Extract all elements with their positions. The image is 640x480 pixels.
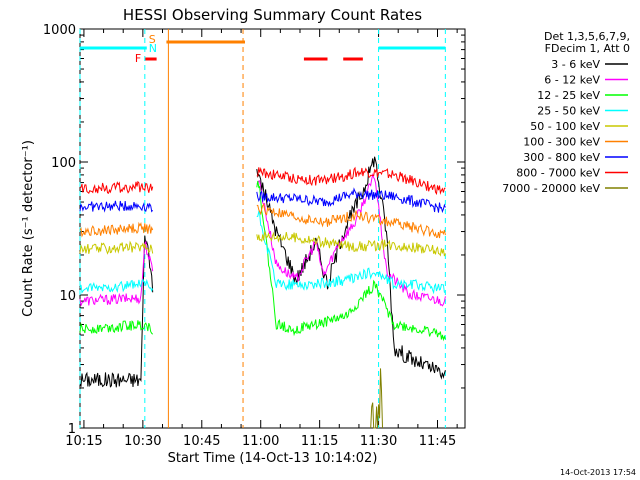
y-tick-label: 1 bbox=[68, 422, 76, 437]
series-line bbox=[79, 173, 446, 307]
series-line bbox=[79, 209, 446, 295]
legend-header: Det 1,3,5,6,7,9, bbox=[544, 30, 630, 43]
x-tick-label: 11:45 bbox=[419, 434, 456, 449]
legend-label: 3 - 6 keV bbox=[551, 58, 600, 71]
plot-frame bbox=[79, 28, 466, 429]
chart-title: HESSI Observing Summary Count Rates bbox=[123, 6, 422, 24]
series-line bbox=[370, 368, 383, 429]
legend-label: 7000 - 20000 keV bbox=[502, 182, 600, 195]
night-flag-label: N bbox=[149, 42, 157, 55]
legend-label: 300 - 800 keV bbox=[523, 151, 600, 164]
series-line bbox=[79, 156, 446, 388]
flare-flag-label: F bbox=[135, 52, 141, 65]
x-tick-label: 11:00 bbox=[242, 434, 279, 449]
legend-label: 12 - 25 keV bbox=[537, 89, 600, 102]
series-line bbox=[79, 203, 446, 239]
x-tick-label: 11:15 bbox=[301, 434, 338, 449]
x-axis-label: Start Time (14-Oct-13 10:14:02) bbox=[168, 451, 378, 466]
footer-timestamp: 14-Oct-2013 17:54 bbox=[560, 468, 636, 477]
series-line bbox=[79, 230, 446, 257]
series-line bbox=[79, 180, 446, 342]
y-tick-label: 10 bbox=[59, 289, 76, 304]
x-tick-label: 10:30 bbox=[124, 434, 161, 449]
y-axis-label: Count Rate (s⁻¹ detector⁻¹) bbox=[21, 140, 36, 317]
legend-label: 25 - 50 keV bbox=[537, 105, 600, 118]
series-line bbox=[79, 187, 446, 214]
series-line bbox=[79, 166, 446, 196]
x-tick-label: 11:30 bbox=[360, 434, 397, 449]
legend-label: 6 - 12 keV bbox=[544, 74, 600, 87]
legend-label: 50 - 100 keV bbox=[530, 120, 600, 133]
y-tick-label: 100 bbox=[51, 156, 76, 171]
x-tick-label: 10:15 bbox=[65, 434, 102, 449]
legend-header: FDecim 1, Att 0 bbox=[545, 42, 630, 55]
legend-label: 800 - 7000 keV bbox=[516, 167, 600, 180]
y-tick-label: 1000 bbox=[43, 23, 76, 38]
x-tick-label: 10:45 bbox=[183, 434, 220, 449]
legend-label: 100 - 300 keV bbox=[523, 136, 600, 149]
saa-flag-label: S bbox=[149, 33, 156, 46]
